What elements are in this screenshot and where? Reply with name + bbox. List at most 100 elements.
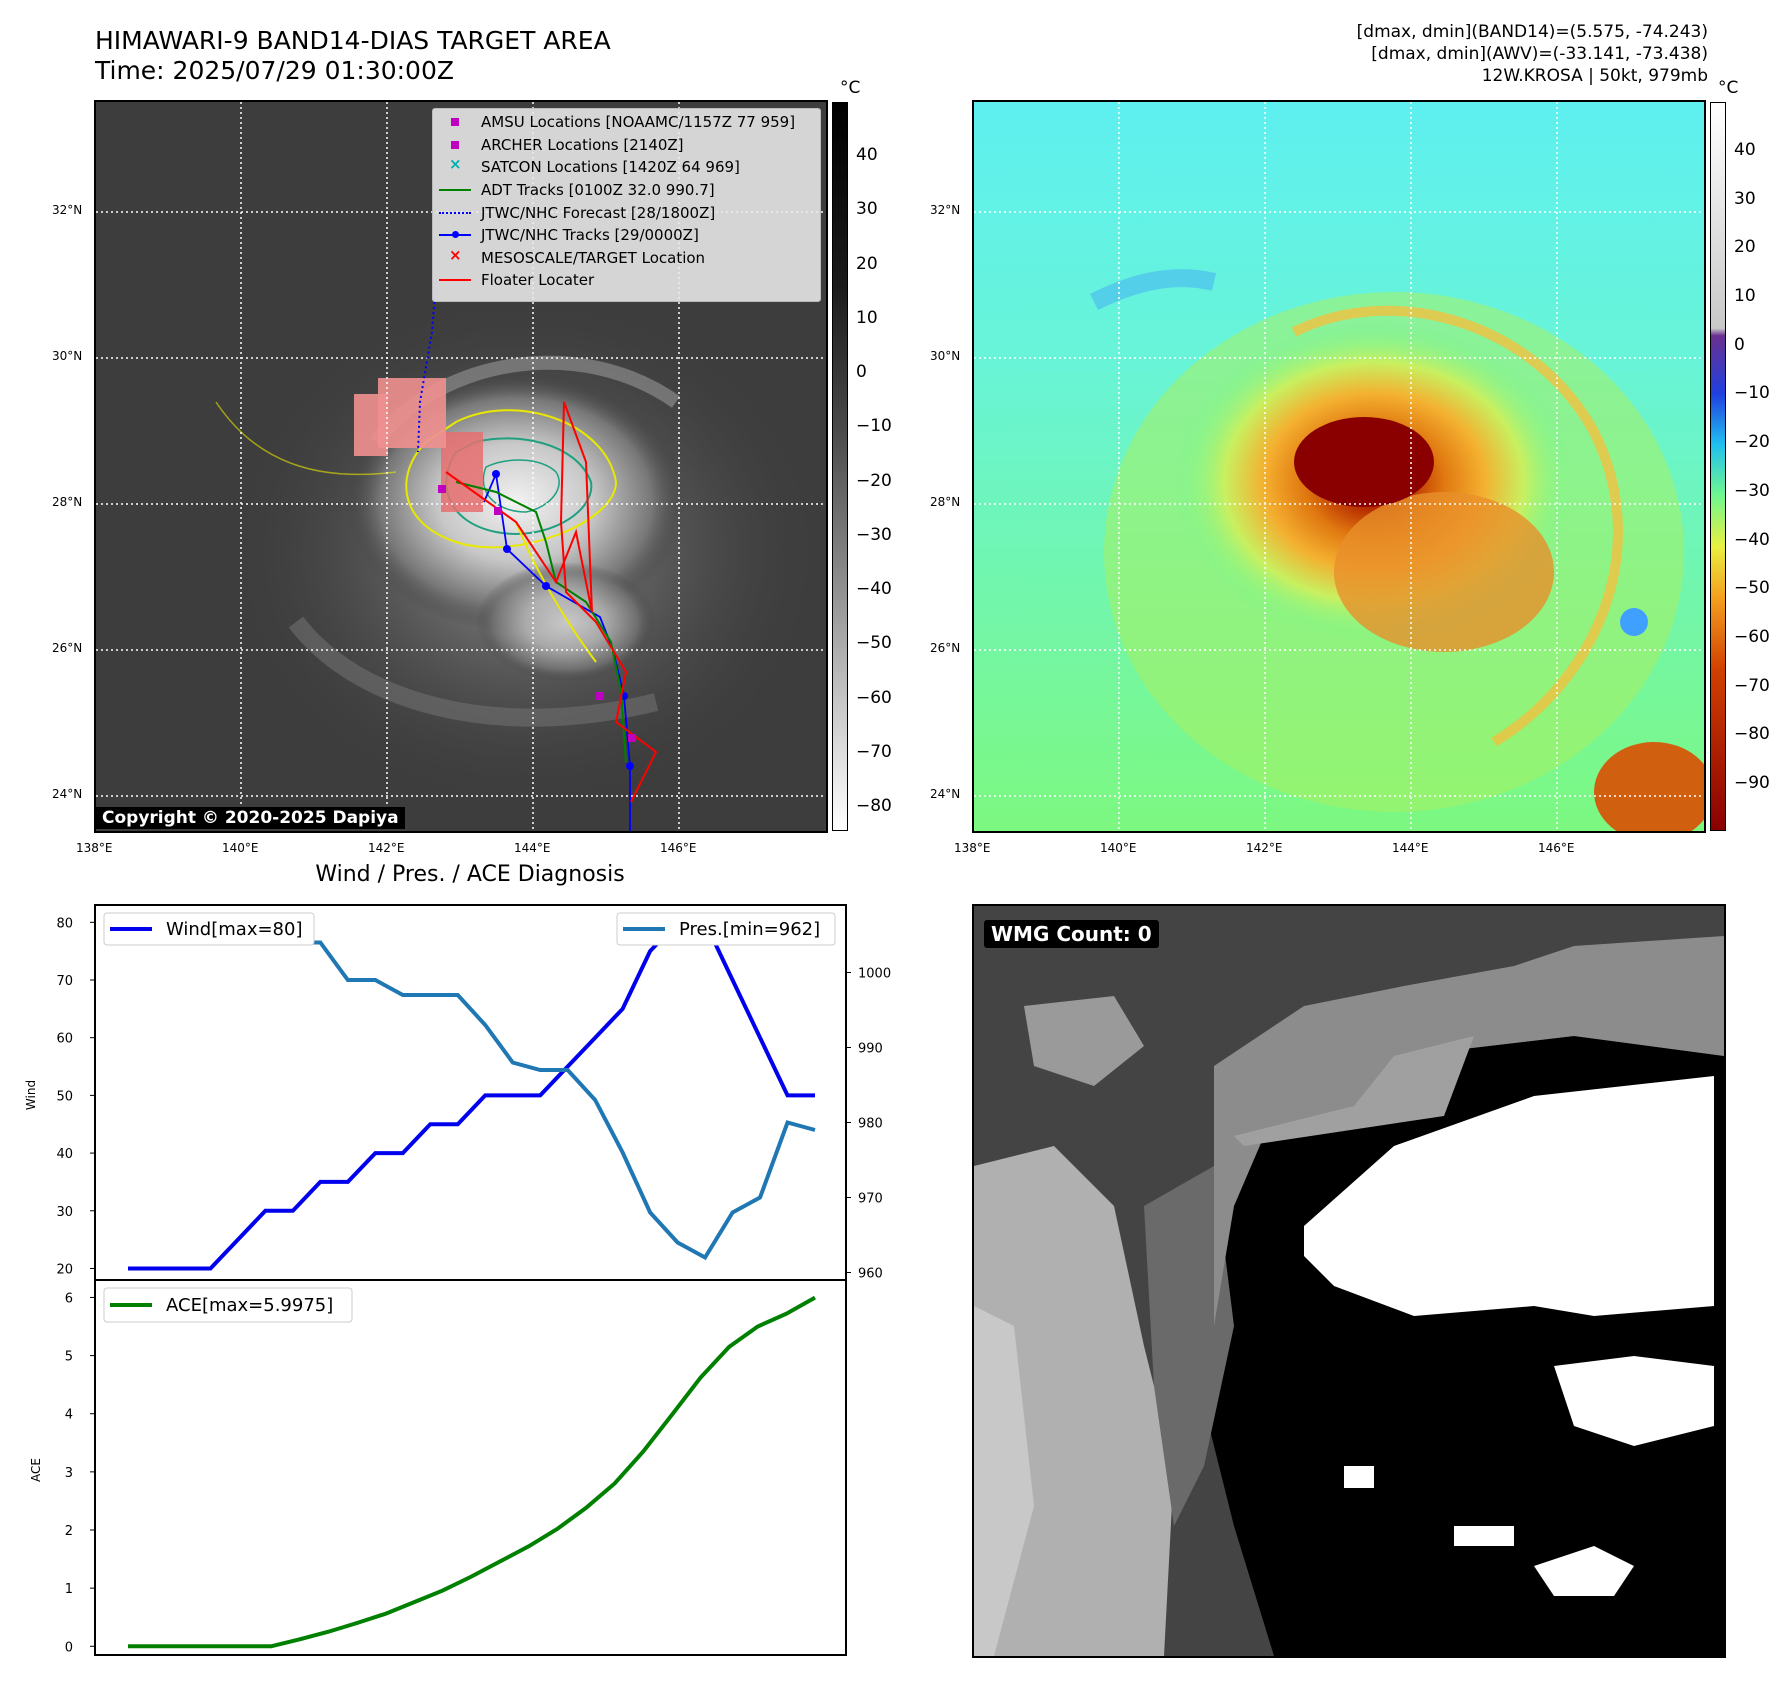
lon-label: 146°E xyxy=(660,841,697,855)
legend-label: MESOSCALE/TARGET Location xyxy=(481,249,706,267)
pressure-tick-label: 1000 xyxy=(858,967,891,982)
chart-title: HIMAWARI-9 BAND14-DIAS TARGET AREA xyxy=(95,26,611,55)
ace-tick-label: 2 xyxy=(65,1524,73,1539)
wind-axis-label: Wind xyxy=(24,1080,38,1110)
colorbar-tick-label: −10 xyxy=(856,416,892,437)
diagnosis-title: Wind / Pres. / ACE Diagnosis xyxy=(315,862,625,887)
awv-map-panel xyxy=(972,100,1706,833)
legend-label: ARCHER Locations [2140Z] xyxy=(481,136,684,154)
legend-label: Floater Locater xyxy=(481,271,595,289)
lon-label: 144°E xyxy=(514,841,551,855)
colorbar-tick-label: −90 xyxy=(1734,773,1770,793)
lat-label: 26°N xyxy=(930,641,961,655)
lon-label: 142°E xyxy=(1246,841,1283,855)
awv-map-grid xyxy=(974,102,1704,831)
wind-tick-label: 70 xyxy=(56,974,73,989)
wind-legend xyxy=(103,912,315,946)
chart-time: Time: 2025/07/29 01:30:00Z xyxy=(95,56,454,85)
wind-tick-label: 30 xyxy=(56,1205,73,1220)
wind-tick-label: 80 xyxy=(56,916,73,931)
ir-map-panel: AMSU Locations [NOAAMC/1157Z 77 959] ARC… xyxy=(94,100,828,833)
wind-tick-label: 60 xyxy=(56,1032,73,1047)
colorbar-tick-label: 40 xyxy=(1734,140,1756,160)
lat-label: 28°N xyxy=(52,495,83,509)
ace-tick-label: 5 xyxy=(65,1350,73,1365)
lon-label: 138°E xyxy=(76,841,113,855)
diagnosis-chart: 203040506070809609709809901000WindPressu… xyxy=(24,904,891,1656)
amsu-marker xyxy=(451,118,459,126)
wind-legend-label: Wind[max=80] xyxy=(166,919,303,940)
colorbar-tick-label: −50 xyxy=(856,633,892,654)
jtwc-forecast-track xyxy=(417,281,437,453)
legend-label: ADT Tracks [0100Z 32.0 990.7] xyxy=(481,181,715,199)
ace-tick-label: 1 xyxy=(65,1582,73,1597)
colorbar-tick-label: −30 xyxy=(1734,480,1770,501)
colorbar-tick-label: −40 xyxy=(1734,529,1770,550)
wind-tick-label: 40 xyxy=(56,1147,73,1162)
colorbar-tick-label: −70 xyxy=(1734,675,1770,696)
dmax-band14: [dmax, dmin](BAND14)=(5.575, -74.243) xyxy=(1356,22,1708,42)
colorbar-tick-label: −10 xyxy=(1734,383,1770,404)
ace-frame xyxy=(94,1279,847,1656)
forecast-marker xyxy=(439,212,471,214)
lon-label: 142°E xyxy=(368,841,405,855)
colorbar-tick-label: 0 xyxy=(1734,334,1745,355)
target-marker: × xyxy=(449,246,462,264)
wind-series-line xyxy=(128,920,815,1271)
wind-tick-label: 20 xyxy=(56,1262,73,1277)
jtwc-track xyxy=(483,470,631,831)
dmax-awv: [dmax, dmin](AWV)=(-33.141, -73.438) xyxy=(1371,44,1708,64)
lat-label: 24°N xyxy=(930,787,961,801)
colorbar-tick-label: 10 xyxy=(856,307,878,328)
wmg-image xyxy=(974,906,1724,1656)
adt-track xyxy=(455,481,627,763)
lat-label: 32°N xyxy=(930,203,961,217)
lat-label: 32°N xyxy=(52,203,83,217)
lon-label: 144°E xyxy=(1392,841,1429,855)
wind-tick-label: 50 xyxy=(56,1089,73,1104)
colorbar-tick-label: 10 xyxy=(1734,286,1756,307)
storm-info: 12W.KROSA | 50kt, 979mb xyxy=(1481,66,1708,86)
lat-label: 28°N xyxy=(930,495,961,509)
pressure-series-line xyxy=(128,918,816,1261)
pressure-tick-label: 960 xyxy=(858,1267,883,1282)
lat-label: 30°N xyxy=(52,349,83,363)
lat-label: 30°N xyxy=(930,349,961,363)
colorbar-tick-label: −50 xyxy=(1734,578,1770,599)
ace-series-line xyxy=(128,1295,816,1649)
colorbar-tick-label: −40 xyxy=(856,579,892,599)
colorbar-tick-label: −70 xyxy=(856,741,892,762)
colorbar-tick-label: 20 xyxy=(1734,237,1756,258)
lat-label: 24°N xyxy=(52,787,83,801)
colorbar-tick-label: 20 xyxy=(856,253,878,274)
colorbar-tick-label: −20 xyxy=(856,470,892,491)
legend-label: AMSU Locations [NOAAMC/1157Z 77 959] xyxy=(481,113,796,131)
amsu-archer-points xyxy=(438,485,636,742)
colorbar-right xyxy=(1710,102,1726,831)
wmg-panel: WMG Count: 0 xyxy=(972,904,1726,1658)
colorbar-tick-label: 40 xyxy=(856,145,878,165)
pressure-tick-label: 970 xyxy=(858,1192,883,1207)
ace-tick-label: 6 xyxy=(65,1291,73,1306)
jtwc-track-points xyxy=(492,470,634,770)
colorbar-tick-label: −80 xyxy=(856,796,892,816)
pressure-tick-label: 980 xyxy=(858,1117,883,1132)
pressure-legend-label: Pres.[min=962] xyxy=(679,919,820,940)
colorbar-tick-label: −60 xyxy=(1734,626,1770,647)
legend-label: JTWC/NHC Forecast [28/1800Z] xyxy=(481,204,716,222)
lat-label: 26°N xyxy=(52,641,83,655)
ace-legend xyxy=(103,1287,353,1323)
colorbar-left-unit: °C xyxy=(840,78,861,98)
legend-label: SATCON Locations [1420Z 64 969] xyxy=(481,158,740,176)
pressure-legend xyxy=(616,912,836,946)
wind-pressure-frame xyxy=(94,904,847,1281)
lon-label: 138°E xyxy=(954,841,991,855)
lon-label: 140°E xyxy=(1100,841,1137,855)
map-legend: AMSU Locations [NOAAMC/1157Z 77 959] ARC… xyxy=(432,108,821,302)
colorbar-tick-label: −20 xyxy=(1734,432,1770,453)
ace-tick-label: 0 xyxy=(65,1640,73,1655)
ir-map-imagery xyxy=(215,292,826,812)
legend-label: JTWC/NHC Tracks [29/0000Z] xyxy=(481,226,699,244)
colorbar-tick-label: −80 xyxy=(1734,724,1770,745)
floater-track xyxy=(445,401,658,803)
